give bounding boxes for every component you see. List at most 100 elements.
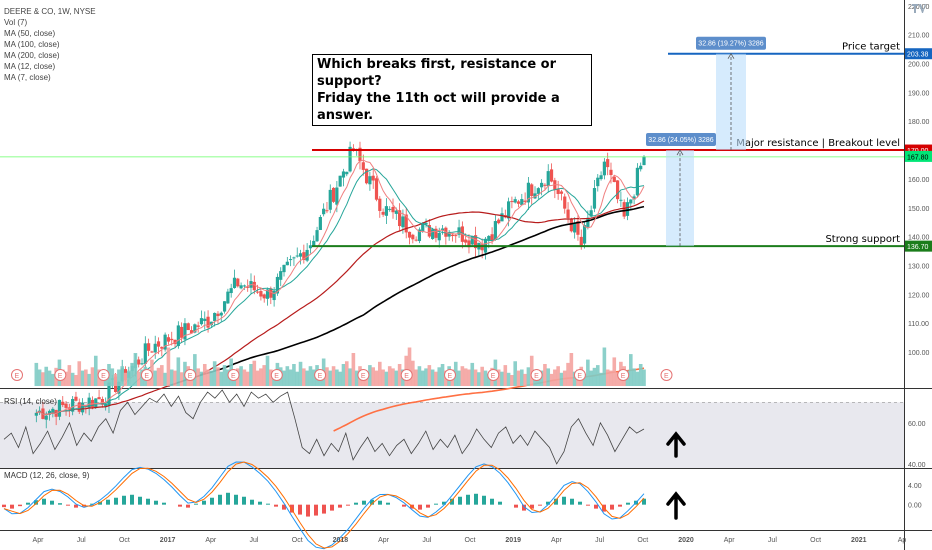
candle-body — [404, 214, 408, 233]
candle-body — [500, 213, 504, 222]
volume-bar — [67, 365, 72, 386]
annotation-callout[interactable]: Which breaks first, resistance or suppor… — [312, 54, 592, 126]
candle-body — [513, 199, 517, 203]
candle-body — [193, 324, 197, 333]
volume-bar — [470, 362, 475, 386]
candle-body — [295, 255, 299, 257]
candle-body — [569, 219, 573, 232]
candle-body — [222, 301, 227, 312]
last-price-tag-label: 167.80 — [907, 154, 929, 161]
candle-body — [345, 171, 349, 175]
candle-body — [156, 341, 161, 347]
macd-histogram-bar — [562, 496, 566, 505]
candle-body — [523, 200, 527, 202]
candle-body — [199, 318, 204, 325]
volume-bar — [516, 370, 521, 386]
price-tick-label: 190.00 — [908, 90, 930, 97]
time-tick-label: Jul — [422, 537, 431, 544]
volume-bar — [245, 371, 250, 386]
earnings-marker-label: E — [577, 373, 582, 380]
macd-histogram-bar — [626, 502, 630, 505]
volume-bar — [113, 373, 118, 386]
volume-bar — [467, 369, 471, 386]
candle-body — [44, 415, 48, 420]
candle-body — [341, 171, 346, 178]
candle-body — [74, 396, 78, 401]
candle-body — [398, 210, 402, 227]
candle-body — [440, 228, 445, 231]
candle-body — [417, 229, 422, 242]
candle-body — [117, 382, 121, 394]
legend-ma7[interactable]: MA (7, close) — [4, 73, 51, 82]
candle-body — [77, 402, 81, 412]
candle-body — [302, 252, 306, 260]
candle-body — [183, 323, 187, 340]
candle-body — [371, 175, 375, 181]
time-tick-label: 2018 — [333, 537, 349, 544]
legend-ma200[interactable]: MA (200, close) — [4, 51, 60, 60]
macd-histogram-bar — [146, 498, 150, 505]
time-tick-label: Jul — [250, 537, 259, 544]
macd-histogram-bar — [530, 504, 534, 509]
earnings-marker-label: E — [144, 373, 149, 380]
time-tick-label: Jul — [77, 537, 86, 544]
legend-ma12[interactable]: MA (12, close) — [4, 62, 56, 71]
volume-bar — [305, 370, 309, 386]
volume-bar — [93, 355, 98, 386]
macd-histogram-bar — [426, 504, 430, 508]
macd-histogram-bar — [202, 500, 206, 505]
rsi-pane-title[interactable]: RSI (14, close) — [4, 397, 57, 406]
candle-body — [381, 211, 385, 215]
candle-body — [520, 199, 524, 206]
volume-bar — [480, 366, 484, 386]
earnings-marker-label: E — [664, 373, 669, 380]
legend-ma50[interactable]: MA (50, close) — [4, 29, 56, 38]
candle-body — [622, 202, 626, 217]
candle-body — [619, 199, 623, 201]
volume-bar — [302, 368, 306, 386]
volume-bar — [381, 369, 385, 386]
candle-body — [176, 325, 180, 347]
macd-histogram-bar — [98, 501, 102, 505]
earnings-marker — [97, 369, 110, 381]
symbol-header[interactable]: DEERE & CO, 1W, NYSE — [4, 7, 96, 16]
candle-body — [209, 321, 213, 326]
volume-bar — [84, 369, 88, 386]
candle-body — [259, 291, 263, 297]
candle-body — [592, 188, 597, 209]
volume-bar — [463, 368, 468, 386]
candle-body — [427, 225, 431, 237]
volume-bar — [589, 370, 593, 386]
volume-bar — [500, 371, 504, 386]
volume-bar — [592, 367, 597, 386]
legend-ma100[interactable]: MA (100, close) — [4, 40, 60, 49]
candle-body — [493, 221, 497, 240]
candle-body — [467, 240, 471, 248]
annotation-line-2: Friday the 11th oct will provide a answe… — [317, 91, 560, 123]
price-tick-label: 110.00 — [908, 321, 929, 328]
measure-label-box-2 — [696, 36, 766, 50]
macd-pane-title[interactable]: MACD (12, 26, close, 9) — [4, 471, 90, 480]
candle-body — [242, 285, 246, 287]
candle-body — [612, 176, 616, 183]
macd-histogram-bar — [50, 500, 54, 505]
candle-body — [431, 229, 435, 240]
candle-body — [213, 312, 217, 322]
volume-bar — [595, 365, 600, 386]
target-tag — [905, 48, 932, 60]
macd-histogram-bar — [10, 504, 14, 509]
macd-tick-label: 4.00 — [908, 483, 922, 490]
macd-histogram-bar — [554, 498, 558, 505]
legend-vol[interactable]: Vol (7) — [4, 18, 28, 27]
volume-bar — [437, 367, 442, 386]
macd-signal-line — [3, 461, 645, 549]
macd-histogram-bar — [618, 504, 622, 507]
volume-bar — [483, 370, 488, 386]
rsi-up-arrow-icon — [666, 431, 686, 458]
candle-body — [180, 326, 184, 338]
volume-bar — [430, 369, 435, 386]
volume-bar — [344, 361, 349, 386]
volume-bar — [354, 370, 359, 386]
resistance-tag — [905, 144, 932, 156]
